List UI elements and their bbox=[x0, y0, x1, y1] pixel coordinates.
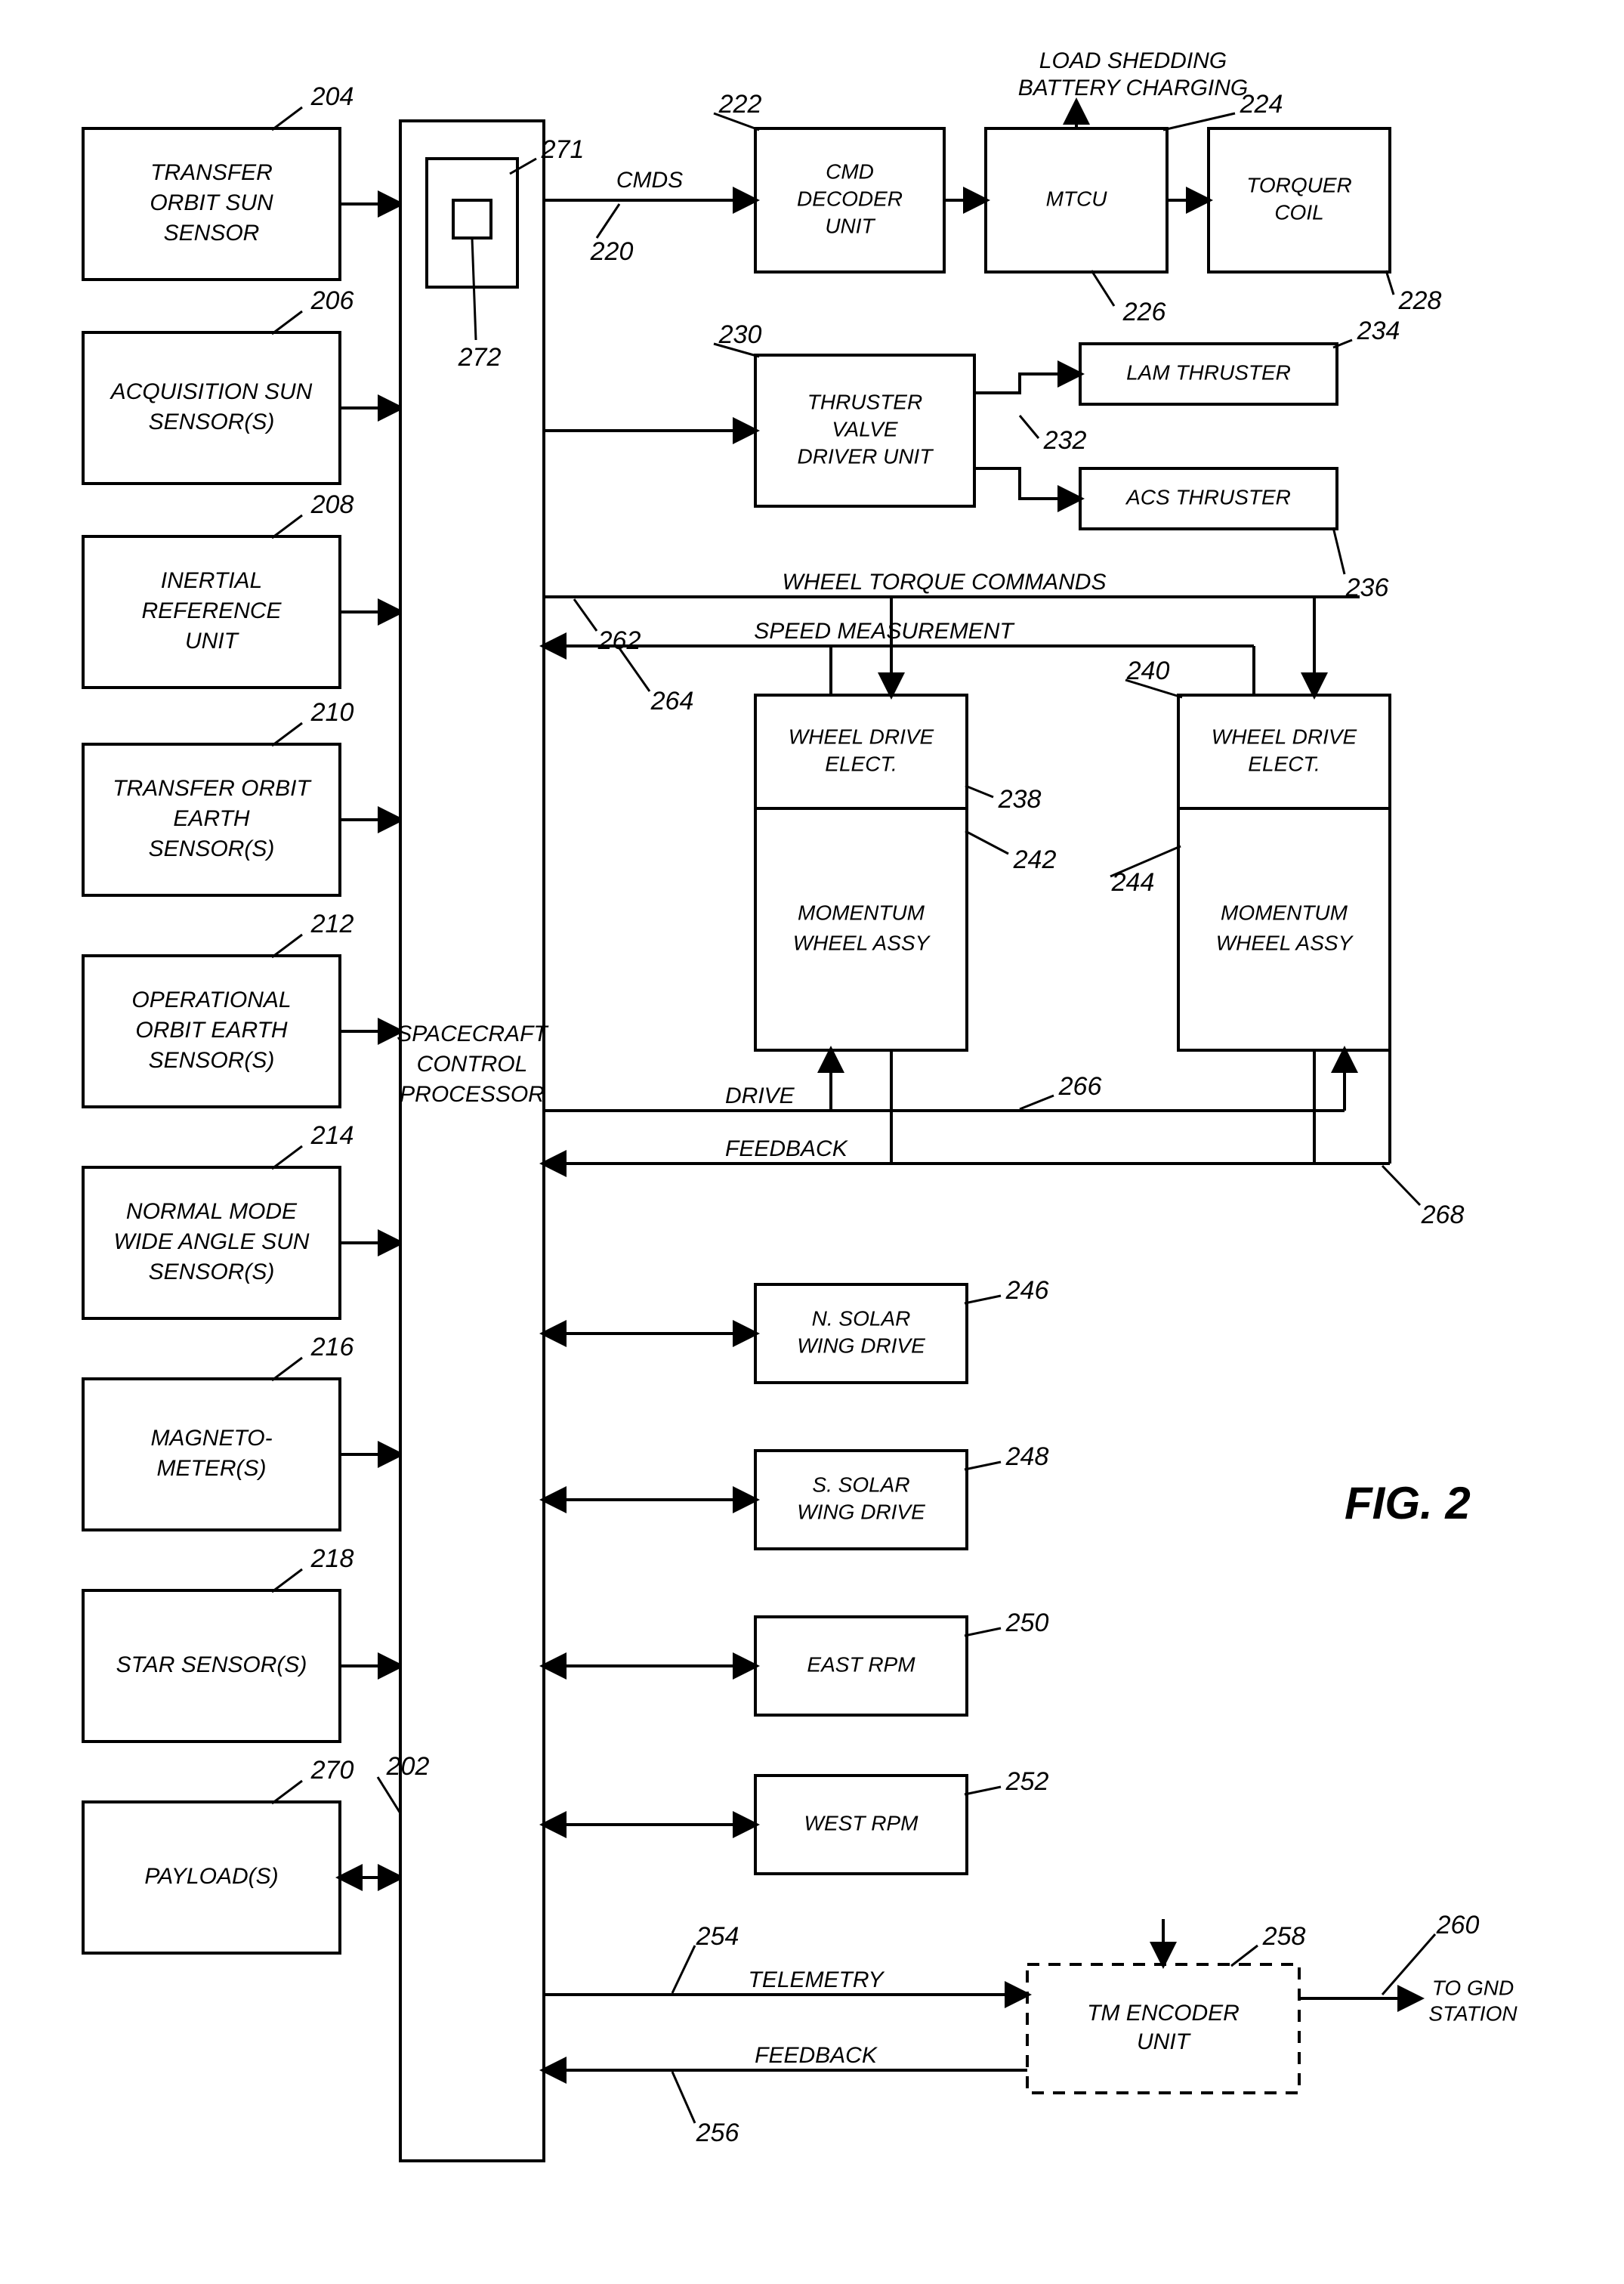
svg-text:256: 256 bbox=[696, 2119, 739, 2147]
svg-text:210: 210 bbox=[310, 698, 354, 727]
svg-text:222: 222 bbox=[718, 90, 762, 119]
svg-text:EARTH: EARTH bbox=[173, 806, 249, 831]
svg-text:TM ENCODER: TM ENCODER bbox=[1087, 2001, 1240, 2026]
svg-text:STAR SENSOR(S): STAR SENSOR(S) bbox=[116, 1652, 307, 1677]
svg-text:EAST RPM: EAST RPM bbox=[807, 1652, 915, 1676]
svg-text:LOAD SHEDDING: LOAD SHEDDING bbox=[1039, 48, 1227, 73]
svg-text:238: 238 bbox=[998, 785, 1042, 814]
svg-text:METER(S): METER(S) bbox=[157, 1456, 267, 1481]
svg-text:WHEEL ASSY: WHEEL ASSY bbox=[1216, 931, 1354, 954]
svg-text:SPEED MEASUREMENT: SPEED MEASUREMENT bbox=[754, 619, 1015, 644]
svg-text:254: 254 bbox=[696, 1922, 739, 1951]
svg-text:OPERATIONAL: OPERATIONAL bbox=[131, 987, 291, 1012]
svg-text:CMDS: CMDS bbox=[616, 168, 683, 193]
svg-text:NORMAL MODE: NORMAL MODE bbox=[126, 1199, 298, 1224]
svg-text:208: 208 bbox=[310, 490, 354, 519]
svg-text:ELECT.: ELECT. bbox=[1248, 752, 1320, 775]
svg-text:216: 216 bbox=[310, 1333, 354, 1361]
svg-text:MOMENTUM: MOMENTUM bbox=[798, 901, 925, 924]
svg-text:UNIT: UNIT bbox=[1137, 2029, 1192, 2054]
svg-text:COIL: COIL bbox=[1274, 200, 1323, 224]
svg-text:212: 212 bbox=[310, 910, 354, 938]
svg-text:242: 242 bbox=[1013, 845, 1057, 874]
svg-text:TRANSFER: TRANSFER bbox=[150, 160, 273, 185]
svg-text:SPACECRAFT: SPACECRAFT bbox=[397, 1021, 549, 1046]
svg-text:SENSOR: SENSOR bbox=[164, 221, 260, 246]
svg-text:ACQUISITION SUN: ACQUISITION SUN bbox=[110, 379, 313, 404]
svg-text:LAM THRUSTER: LAM THRUSTER bbox=[1126, 360, 1291, 384]
svg-text:252: 252 bbox=[1005, 1767, 1049, 1796]
svg-text:260: 260 bbox=[1436, 1911, 1480, 1939]
svg-text:234: 234 bbox=[1357, 317, 1400, 345]
svg-text:SENSOR(S): SENSOR(S) bbox=[149, 836, 275, 861]
svg-text:WING DRIVE: WING DRIVE bbox=[797, 1334, 925, 1357]
svg-text:REFERENCE: REFERENCE bbox=[141, 598, 282, 623]
svg-text:262: 262 bbox=[597, 626, 641, 655]
svg-text:230: 230 bbox=[718, 320, 762, 349]
svg-text:WHEEL TORQUE COMMANDS: WHEEL TORQUE COMMANDS bbox=[783, 570, 1107, 595]
svg-text:232: 232 bbox=[1043, 426, 1087, 455]
svg-text:264: 264 bbox=[650, 687, 694, 715]
svg-text:FEEDBACK: FEEDBACK bbox=[725, 1136, 849, 1161]
svg-text:224: 224 bbox=[1240, 90, 1283, 119]
svg-text:ORBIT EARTH: ORBIT EARTH bbox=[135, 1018, 287, 1043]
svg-text:DRIVER UNIT: DRIVER UNIT bbox=[798, 444, 934, 468]
svg-text:S. SOLAR: S. SOLAR bbox=[812, 1473, 909, 1496]
svg-text:TO GND: TO GND bbox=[1432, 1976, 1514, 1999]
svg-text:246: 246 bbox=[1005, 1276, 1049, 1305]
svg-text:VALVE: VALVE bbox=[832, 417, 898, 440]
svg-text:250: 250 bbox=[1005, 1609, 1049, 1637]
svg-text:218: 218 bbox=[310, 1544, 354, 1573]
svg-text:ACS THRUSTER: ACS THRUSTER bbox=[1125, 485, 1291, 508]
svg-text:PROCESSOR: PROCESSOR bbox=[400, 1082, 545, 1107]
svg-text:WING DRIVE: WING DRIVE bbox=[797, 1500, 925, 1523]
svg-text:FEEDBACK: FEEDBACK bbox=[755, 2043, 878, 2068]
svg-text:WIDE ANGLE SUN: WIDE ANGLE SUN bbox=[114, 1229, 310, 1254]
svg-text:FIG. 2: FIG. 2 bbox=[1345, 1478, 1471, 1528]
svg-text:MAGNETO-: MAGNETO- bbox=[150, 1426, 272, 1451]
svg-text:270: 270 bbox=[310, 1756, 354, 1785]
svg-text:228: 228 bbox=[1398, 286, 1442, 315]
svg-text:SENSOR(S): SENSOR(S) bbox=[149, 1259, 275, 1284]
svg-text:204: 204 bbox=[310, 82, 354, 111]
svg-text:INERTIAL: INERTIAL bbox=[161, 568, 263, 593]
svg-text:UNIT: UNIT bbox=[825, 214, 875, 237]
block-diagram: TRANSFER ORBIT SUN SENSOR 204 ACQUISITION SU… bbox=[0, 0, 1624, 2284]
svg-text:TRANSFER ORBIT: TRANSFER ORBIT bbox=[113, 776, 312, 801]
svg-text:ELECT.: ELECT. bbox=[825, 752, 897, 775]
svg-text:272: 272 bbox=[458, 343, 502, 372]
svg-text:WEST RPM: WEST RPM bbox=[804, 1811, 919, 1834]
svg-text:266: 266 bbox=[1058, 1072, 1102, 1101]
svg-text:WHEEL DRIVE: WHEEL DRIVE bbox=[789, 725, 934, 748]
svg-text:SENSOR(S): SENSOR(S) bbox=[149, 1048, 275, 1073]
svg-text:268: 268 bbox=[1421, 1201, 1465, 1229]
svg-text:BATTERY CHARGING: BATTERY CHARGING bbox=[1018, 76, 1248, 100]
svg-text:258: 258 bbox=[1262, 1922, 1306, 1951]
svg-text:TORQUER: TORQUER bbox=[1246, 173, 1352, 196]
svg-text:WHEEL ASSY: WHEEL ASSY bbox=[793, 931, 931, 954]
svg-text:MTCU: MTCU bbox=[1046, 187, 1108, 210]
svg-text:220: 220 bbox=[590, 237, 634, 266]
svg-text:N. SOLAR: N. SOLAR bbox=[812, 1306, 911, 1330]
svg-text:ORBIT SUN: ORBIT SUN bbox=[150, 190, 273, 215]
svg-text:202: 202 bbox=[386, 1752, 430, 1781]
svg-text:CONTROL: CONTROL bbox=[417, 1052, 528, 1077]
svg-text:STATION: STATION bbox=[1428, 2001, 1517, 2025]
svg-text:206: 206 bbox=[310, 286, 354, 315]
svg-text:CMD: CMD bbox=[826, 159, 874, 183]
svg-text:214: 214 bbox=[310, 1121, 354, 1150]
svg-text:MOMENTUM: MOMENTUM bbox=[1221, 901, 1348, 924]
svg-text:248: 248 bbox=[1005, 1442, 1049, 1471]
svg-text:WHEEL DRIVE: WHEEL DRIVE bbox=[1212, 725, 1357, 748]
svg-text:SENSOR(S): SENSOR(S) bbox=[149, 410, 275, 434]
svg-text:UNIT: UNIT bbox=[185, 629, 240, 654]
svg-text:TELEMETRY: TELEMETRY bbox=[749, 1967, 885, 1992]
svg-text:DECODER: DECODER bbox=[797, 187, 903, 210]
svg-text:DRIVE: DRIVE bbox=[725, 1083, 795, 1108]
svg-text:PAYLOAD(S): PAYLOAD(S) bbox=[144, 1864, 278, 1889]
svg-text:226: 226 bbox=[1122, 298, 1166, 326]
svg-text:271: 271 bbox=[541, 135, 585, 164]
svg-text:240: 240 bbox=[1126, 657, 1170, 685]
svg-text:THRUSTER: THRUSTER bbox=[807, 390, 922, 413]
